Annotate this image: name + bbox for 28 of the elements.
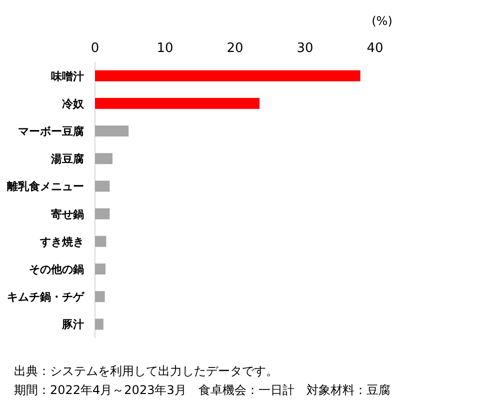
x-tick-label: 30 <box>296 41 314 56</box>
y-tick-label: その他の鍋 <box>29 263 84 276</box>
source-note: 出典：システムを利用して出力したデータです。 <box>14 364 278 378</box>
y-tick-label: キムチ鍋・チゲ <box>7 290 85 304</box>
y-tick-label: 豚汁 <box>61 318 84 332</box>
y-tick-label: 味噌汁 <box>51 70 84 83</box>
y-tick-label: 寄せ鍋 <box>51 208 84 221</box>
bar <box>95 70 360 82</box>
bar <box>95 264 106 274</box>
bar <box>95 153 112 164</box>
bar <box>95 126 129 136</box>
text: 期間：2022年4月～2023年3月 食卓機会：一日計 対象材料：豆腐 <box>14 383 390 397</box>
y-tick-label: 湯豆腐 <box>50 152 84 166</box>
y-tick-label: すき焼き <box>39 235 84 248</box>
bar <box>95 318 104 330</box>
x-tick-label: 0 <box>90 41 100 56</box>
y-tick-label: マーボー豆腐 <box>18 125 84 138</box>
bar <box>95 180 110 192</box>
x-tick-label: 10 <box>156 41 174 56</box>
x-tick-label: 40 <box>366 41 384 56</box>
bar <box>95 208 110 220</box>
bar <box>95 236 106 247</box>
x-tick-label: 20 <box>226 41 244 56</box>
x-axis-title: (%) <box>372 14 392 28</box>
bar <box>95 291 105 302</box>
bar <box>95 98 260 109</box>
y-tick-label: 離乳食メニュー <box>6 180 84 194</box>
y-tick-label: 冷奴 <box>62 97 85 110</box>
